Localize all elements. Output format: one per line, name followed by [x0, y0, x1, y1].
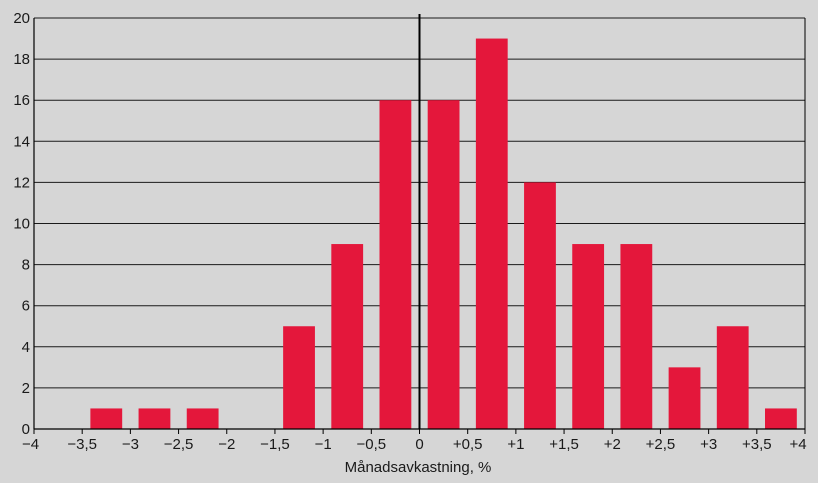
axes [33, 14, 806, 434]
bar-13 [765, 408, 797, 429]
x-tick-label: −3 [122, 436, 139, 453]
bar-4 [331, 244, 364, 429]
y-tick-label: 18 [13, 51, 30, 68]
x-tick-label: −3,5 [67, 436, 97, 453]
y-tick-label: 20 [13, 10, 30, 27]
x-tick-label: +4 [789, 436, 806, 453]
y-tick-labels: 0 2 4 6 8 10 12 14 16 18 20 [13, 10, 30, 438]
y-tick-label: 8 [22, 257, 30, 274]
x-tick-label: −1,5 [260, 436, 290, 453]
y-tick-label: 6 [22, 298, 30, 315]
y-tick-label: 12 [13, 174, 30, 191]
x-axis-label: Månadsavkastning, % [345, 459, 492, 476]
bar-0 [90, 408, 123, 429]
bar-9 [572, 244, 605, 429]
y-tick-label: 0 [22, 421, 30, 438]
y-tick-label: 4 [22, 339, 30, 356]
x-tick-label: +0,5 [453, 436, 483, 453]
bar-6 [427, 100, 460, 429]
x-tick-label: +1 [507, 436, 524, 453]
y-tick-label: 10 [13, 216, 30, 233]
x-tick-label: +1,5 [549, 436, 579, 453]
x-tick-label: 0 [415, 436, 423, 453]
y-tick-label: 14 [13, 133, 30, 150]
bar-2 [186, 408, 219, 429]
bar-5 [379, 100, 412, 429]
bar-12 [716, 326, 749, 429]
x-tick-label: −0,5 [357, 436, 387, 453]
x-tick-label: +3,5 [742, 436, 772, 453]
x-tick-label: −2 [218, 436, 235, 453]
bar-1 [138, 408, 171, 429]
x-tick-label: −1 [315, 436, 332, 453]
x-tick-label: −2,5 [164, 436, 194, 453]
x-tick-label: +2,5 [646, 436, 676, 453]
bar-3 [283, 326, 315, 429]
x-tick-label: −4 [22, 436, 39, 453]
y-tick-label: 2 [22, 380, 30, 397]
x-tick-labels: −4 −3,5 −3 −2,5 −2 −1,5 −1 −0,5 0 +0,5 +1 +1,5 +2 +2,… [22, 436, 807, 453]
x-tick-label: +2 [604, 436, 621, 453]
bars [90, 38, 797, 430]
x-tick-label: +3 [700, 436, 717, 453]
bar-11 [668, 367, 701, 429]
bar-10 [620, 244, 653, 429]
y-tick-label: 16 [13, 92, 30, 109]
bar-8 [524, 182, 556, 429]
bar-7 [475, 38, 508, 430]
